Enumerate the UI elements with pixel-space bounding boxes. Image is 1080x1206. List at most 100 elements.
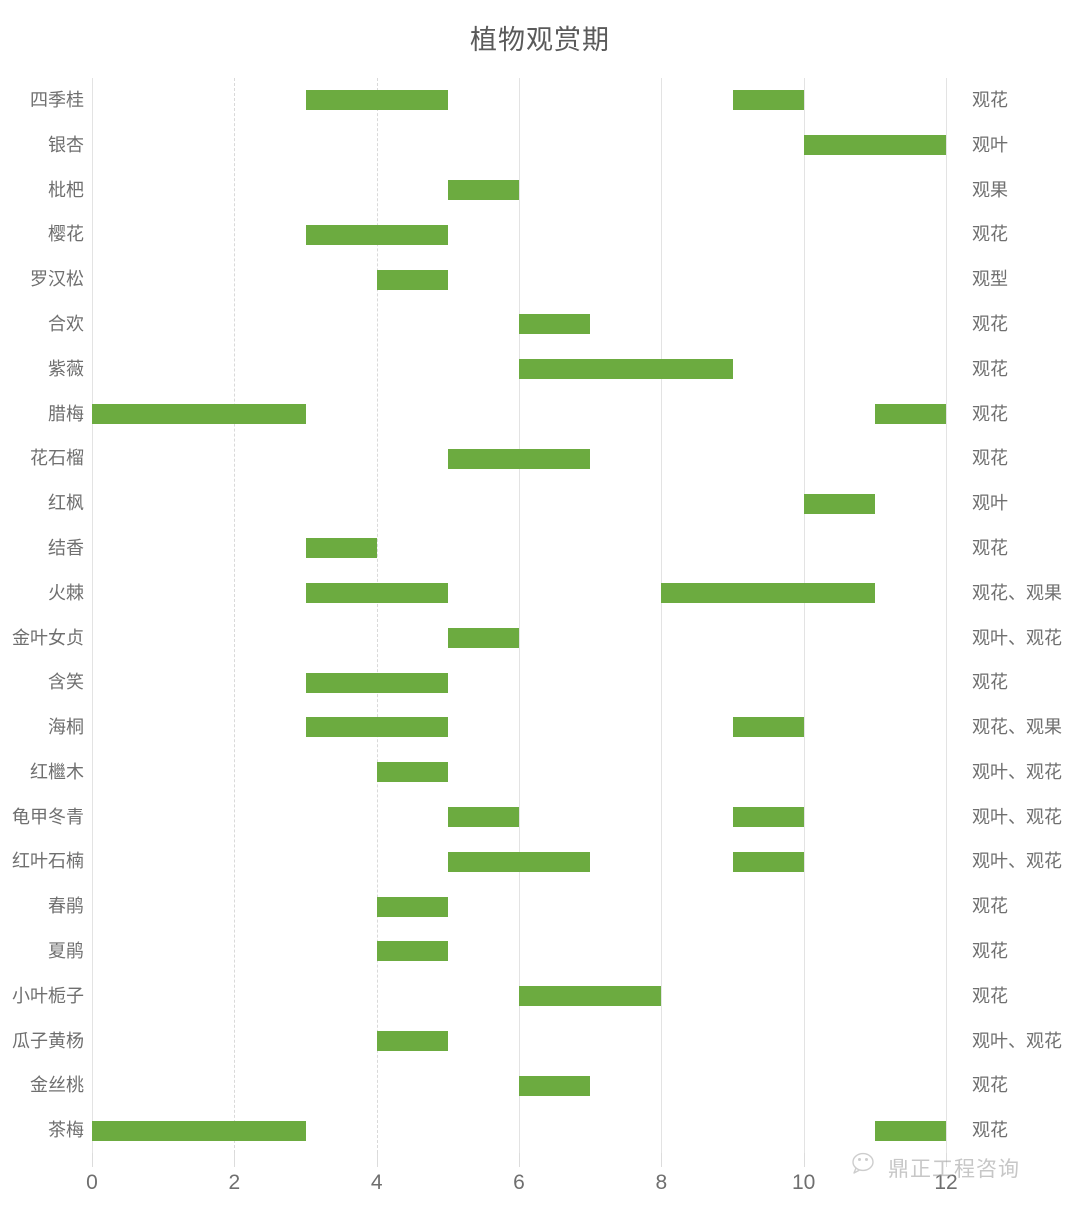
y-tick-label: 瓜子黄杨 — [12, 1030, 84, 1051]
x-tick-mark — [946, 1153, 948, 1167]
bar-segment — [305, 717, 448, 738]
bar-segment — [447, 179, 519, 200]
chart-row — [92, 660, 946, 705]
gridline-2 — [234, 78, 236, 1153]
bar-segment — [447, 627, 519, 648]
bar-segment — [732, 851, 804, 872]
bar-segment — [376, 941, 448, 962]
bar-segment — [305, 583, 448, 604]
chart-row — [92, 302, 946, 347]
bar-segment — [732, 717, 804, 738]
bar-segment — [732, 807, 804, 828]
row-category-label: 观叶、观花 — [972, 761, 1062, 782]
y-tick-label: 银杏 — [48, 134, 84, 155]
bar-segment — [519, 1075, 591, 1096]
chart-row — [92, 481, 946, 526]
chart-row — [92, 1108, 946, 1153]
chart-row — [92, 616, 946, 661]
row-category-label: 观叶 — [972, 134, 1008, 155]
x-tick-mark — [519, 1153, 521, 1167]
row-category-label: 观花 — [972, 224, 1008, 245]
gridline-8 — [661, 78, 663, 1153]
row-category-label: 观型 — [972, 269, 1008, 290]
x-tick-mark — [234, 1153, 236, 1167]
chart-row — [92, 929, 946, 974]
chart-row — [92, 1019, 946, 1064]
row-category-label: 观叶、观花 — [972, 806, 1062, 827]
chart-row — [92, 839, 946, 884]
y-tick-label: 罗汉松 — [30, 269, 84, 290]
chart-row — [92, 974, 946, 1019]
row-category-label: 观花 — [972, 985, 1008, 1006]
bar-segment — [732, 90, 804, 111]
x-tick-label: 2 — [228, 1171, 241, 1194]
row-category-label: 观花、观果 — [972, 717, 1062, 738]
y-tick-label: 腊梅 — [48, 403, 84, 424]
bar-segment — [661, 583, 875, 604]
x-tick-label: 6 — [513, 1171, 525, 1194]
bar-segment — [447, 448, 591, 469]
bar-segment — [376, 269, 448, 290]
y-tick-label: 枇杷 — [48, 179, 84, 200]
y-tick-label: 红檵木 — [30, 761, 84, 782]
chart-row — [92, 436, 946, 481]
y-tick-label: 茶梅 — [48, 1120, 84, 1141]
row-category-label: 观花、观果 — [972, 582, 1062, 603]
y-tick-label: 紫薇 — [48, 358, 84, 379]
bar-segment — [376, 1031, 448, 1052]
y-tick-label: 樱花 — [48, 224, 84, 245]
y-tick-label: 夏鹃 — [48, 941, 84, 962]
bar-segment — [874, 1120, 946, 1141]
row-category-label: 观花 — [972, 896, 1008, 917]
chart-row — [92, 571, 946, 616]
watermark-text: 鼎正工程咨询 — [888, 1157, 1020, 1181]
row-category-label: 观叶、观花 — [972, 627, 1062, 648]
chart-row — [92, 257, 946, 302]
gridline-10 — [803, 78, 806, 1153]
y-tick-label: 合欢 — [48, 313, 84, 334]
row-category-label: 观花 — [972, 1075, 1008, 1096]
row-category-label: 观花 — [972, 90, 1008, 110]
bar-segment — [874, 403, 946, 424]
x-tick-mark — [661, 1153, 663, 1167]
row-category-label: 观花 — [972, 358, 1008, 379]
y-tick-label: 结香 — [48, 537, 84, 558]
y-axis-line — [92, 78, 94, 1153]
chart-row — [92, 168, 946, 213]
watermark: 鼎正工程咨询 — [852, 1152, 1020, 1183]
row-category-label: 观花 — [972, 403, 1008, 424]
x-tick-label: 10 — [791, 1171, 816, 1194]
bar-segment — [447, 851, 591, 872]
chart-row — [92, 212, 946, 257]
row-category-label: 观叶、观花 — [972, 851, 1062, 872]
chart-title: 植物观赏期 — [470, 25, 610, 55]
y-tick-label: 春鹃 — [48, 896, 84, 917]
y-tick-label: 龟甲冬青 — [12, 806, 84, 827]
chart-row — [92, 347, 946, 392]
y-tick-label: 金丝桃 — [30, 1075, 84, 1096]
chart-row — [92, 884, 946, 929]
bar-segment — [519, 986, 662, 1007]
row-category-label: 观花 — [972, 672, 1008, 693]
y-tick-label: 火棘 — [48, 582, 84, 603]
wechat-icon — [852, 1152, 882, 1183]
bar-segment — [92, 403, 306, 424]
bar-segment — [803, 493, 875, 514]
x-tick-label: 4 — [370, 1171, 383, 1194]
chart-row — [92, 526, 946, 571]
x-tick-mark — [92, 1153, 94, 1167]
chart-row — [92, 392, 946, 437]
x-tick-label: 0 — [86, 1171, 98, 1194]
row-category-label: 观叶 — [972, 493, 1008, 514]
bar-segment — [519, 359, 733, 380]
gridline-12 — [946, 78, 948, 1153]
bar-segment — [519, 314, 591, 335]
y-tick-label: 红枫 — [48, 493, 84, 514]
bar-segment — [305, 672, 448, 693]
row-category-label: 观花 — [972, 448, 1008, 469]
chart-row — [92, 1063, 946, 1108]
bar-segment — [447, 807, 519, 828]
chart-row — [92, 795, 946, 840]
y-tick-label: 花石榴 — [30, 448, 84, 469]
